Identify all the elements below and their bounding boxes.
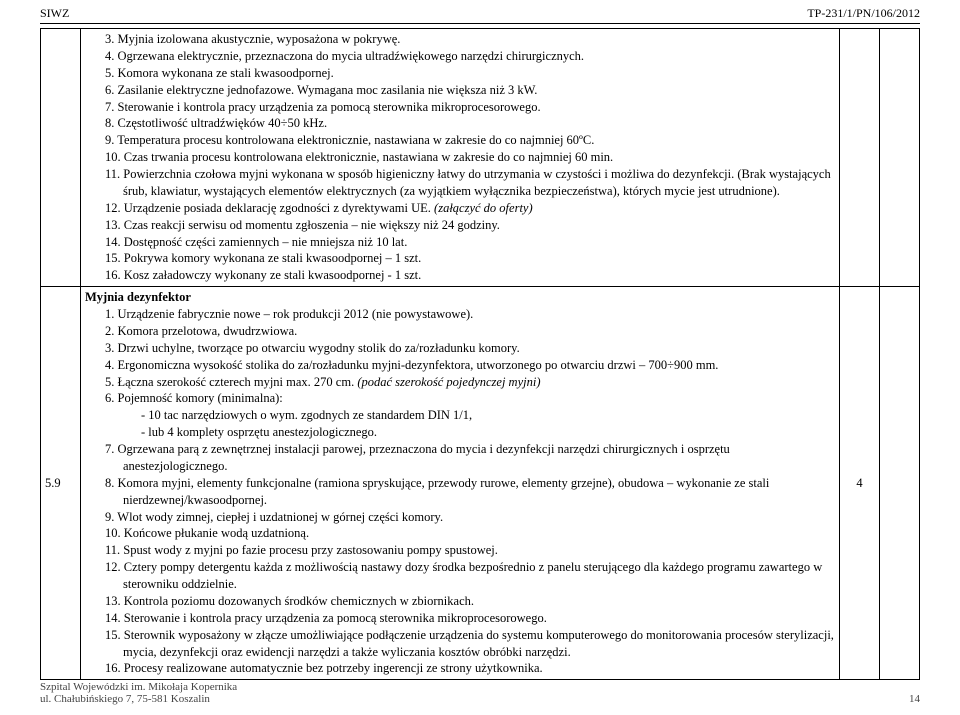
spec-line: 11. Powierzchnia czołowa myjni wykonana … [105, 166, 835, 200]
spec-line: 10. Czas trwania procesu kontrolowana el… [105, 149, 835, 166]
spec-subline: - lub 4 komplety osprzętu anestezjologic… [105, 424, 835, 441]
spec-line: 6. Zasilanie elektryczne jednofazowe. Wy… [105, 82, 835, 99]
row-col3: 4 [840, 287, 880, 680]
spec-line: 8. Komora myjni, elementy funkcjonalne (… [105, 475, 835, 509]
spec-line: 3. Myjnia izolowana akustycznie, wyposaż… [105, 31, 835, 48]
spec-line: 7. Ogrzewana parą z zewnętrznej instalac… [105, 441, 835, 475]
spec-line: 9. Temperatura procesu kontrolowana elek… [105, 132, 835, 149]
table-row: 5.9 Myjnia dezynfektor 1. Urządzenie fab… [41, 287, 920, 680]
spec-line: 16. Procesy realizowane automatycznie be… [105, 660, 835, 677]
spec-line: 8. Częstotliwość ultradźwięków 40÷50 kHz… [105, 115, 835, 132]
footer-line2: ul. Chałubińskiego 7, 75-581 Koszalin [40, 693, 237, 705]
spec-line: 7. Sterowanie i kontrola pracy urządzeni… [105, 99, 835, 116]
spec-line: 5. Komora wykonana ze stali kwasoodporne… [105, 65, 835, 82]
spec-line: 3. Drzwi uchylne, tworzące po otwarciu w… [105, 340, 835, 357]
italic-note: (załączyć do oferty) [431, 201, 533, 215]
spec-subline: - 10 tac narzędziowych o wym. zgodnych z… [105, 407, 835, 424]
page-header: SIWZ TP-231/1/PN/106/2012 [0, 0, 960, 23]
row-content-cell: 3. Myjnia izolowana akustycznie, wyposaż… [81, 29, 840, 287]
header-right: TP-231/1/PN/106/2012 [807, 6, 920, 21]
header-divider [40, 23, 920, 24]
spec-line: 14. Sterowanie i kontrola pracy urządzen… [105, 610, 835, 627]
row-number-cell [41, 29, 81, 287]
spec-line: 12. Cztery pompy detergentu każda z możl… [105, 559, 835, 593]
row-col4 [880, 29, 920, 287]
row-number-cell: 5.9 [41, 287, 81, 680]
spec-line: 15. Sterownik wyposażony w złącze umożli… [105, 627, 835, 661]
row-content-cell: Myjnia dezynfektor 1. Urządzenie fabrycz… [81, 287, 840, 680]
header-left: SIWZ [40, 6, 69, 21]
spec-line: 13. Kontrola poziomu dozowanych środków … [105, 593, 835, 610]
spec-line: 13. Czas reakcji serwisu od momentu zgło… [105, 217, 835, 234]
section-title: Myjnia dezynfektor [85, 289, 835, 306]
spec-line: 11. Spust wody z myjni po fazie procesu … [105, 542, 835, 559]
row-col4 [880, 287, 920, 680]
footer-line1: Szpital Wojewódzki im. Mikołaja Kopernik… [40, 681, 237, 693]
row-col3 [840, 29, 880, 287]
spec-table: 3. Myjnia izolowana akustycznie, wyposaż… [40, 28, 920, 680]
page-footer: Szpital Wojewódzki im. Mikołaja Kopernik… [40, 681, 920, 705]
spec-line: 1. Urządzenie fabrycznie nowe – rok prod… [105, 306, 835, 323]
spec-line: 2. Komora przelotowa, dwudrzwiowa. [105, 323, 835, 340]
spec-line: 12. Urządzenie posiada deklarację zgodno… [105, 200, 835, 217]
spec-line: 10. Końcowe płukanie wodą uzdatnioną. [105, 525, 835, 542]
spec-line: 4. Ergonomiczna wysokość stolika do za/r… [105, 357, 835, 374]
spec-line: 4. Ogrzewana elektrycznie, przeznaczona … [105, 48, 835, 65]
spec-line: 6. Pojemność komory (minimalna): [105, 390, 835, 407]
spec-line: 15. Pokrywa komory wykonana ze stali kwa… [105, 250, 835, 267]
italic-note: (podać szerokość pojedynczej myjni) [354, 375, 540, 389]
table-row: 3. Myjnia izolowana akustycznie, wyposaż… [41, 29, 920, 287]
spec-line: 14. Dostępność części zamiennych – nie m… [105, 234, 835, 251]
page-number: 14 [909, 693, 920, 705]
spec-line: 5. Łączna szerokość czterech myjni max. … [105, 374, 835, 391]
spec-line: 9. Wlot wody zimnej, ciepłej i uzdatnion… [105, 509, 835, 526]
spec-line: 16. Kosz załadowczy wykonany ze stali kw… [105, 267, 835, 284]
